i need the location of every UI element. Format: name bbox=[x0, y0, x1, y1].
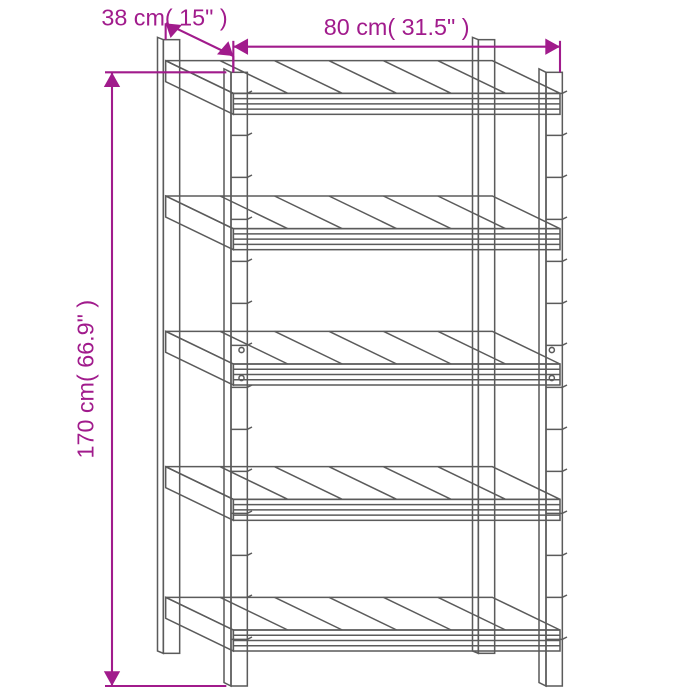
height-text: 170 cm( 66.9" ) bbox=[72, 300, 98, 459]
depth-text: 38 cm( 15" ) bbox=[101, 5, 227, 31]
width-text: 80 cm( 31.5" ) bbox=[324, 14, 470, 40]
diagram-canvas: 170 cm( 66.9" ) 80 cm( 31.5" ) 38 cm( 15" … bbox=[0, 0, 700, 700]
height-label: 170 cm( 66.9" ) bbox=[72, 300, 98, 459]
